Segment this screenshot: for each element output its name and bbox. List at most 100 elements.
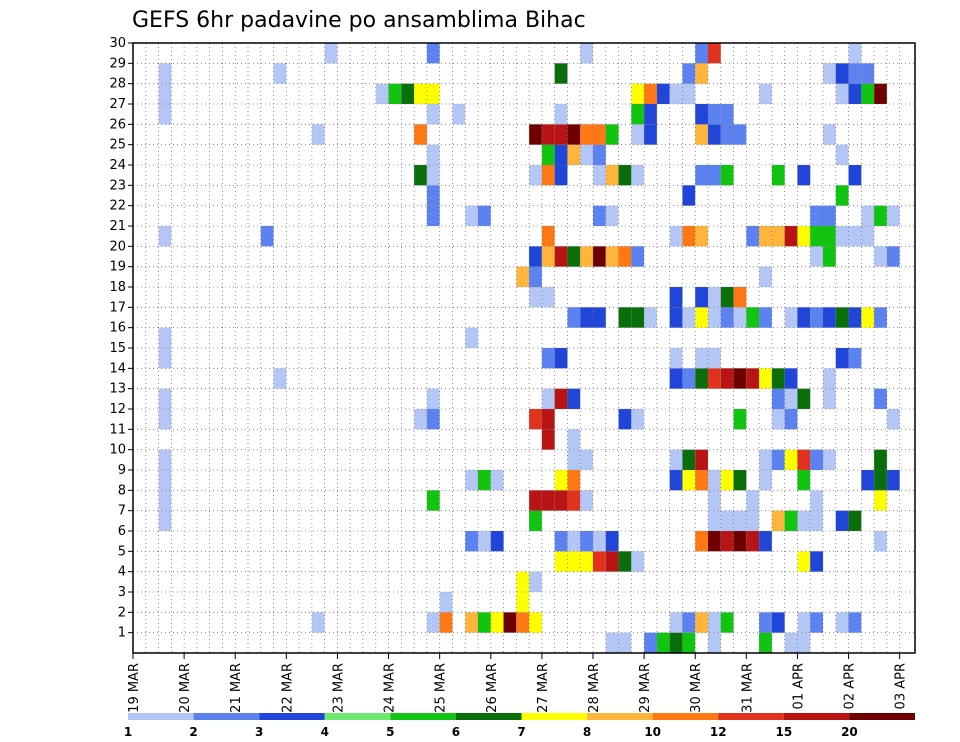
heatmap-cell [759,368,772,389]
colorbar-swatch [128,713,194,720]
heatmap-cell [605,165,619,186]
heatmap-cell [874,246,887,267]
heatmap-cell [158,490,172,511]
heatmap-cell [848,226,862,247]
heatmap-cell [478,470,491,491]
heatmap-cell [158,470,172,491]
heatmap-cell [835,612,849,633]
heatmap-cell [708,124,721,145]
heatmap-cell [886,409,900,430]
colorbar-swatch [259,713,325,720]
heatmap-cell [656,83,670,104]
heatmap-cell [478,205,491,226]
y-tick-label: 8 [118,483,126,498]
y-tick-label: 4 [118,565,126,580]
heatmap-cell [823,226,836,247]
heatmap-cell [605,551,619,572]
heatmap-cell [541,144,555,165]
heatmap-cell [708,165,721,186]
x-tick-label: 19 MAR [127,663,142,713]
heatmap-cell [861,307,875,328]
heatmap-cell [720,612,734,633]
heatmap-cell [733,307,747,328]
y-tick-label: 12 [109,402,126,417]
heatmap-cell [414,124,427,145]
heatmap-cell [682,612,696,633]
y-tick-label: 21 [109,219,126,234]
heatmap-cell [490,612,504,633]
colorbar-swatch [718,713,784,720]
heatmap-cell [720,531,734,552]
heatmap-cell [541,287,555,308]
heatmap-cell [861,470,875,491]
heatmap-cell [771,510,785,531]
y-tick-label: 16 [109,321,126,336]
heatmap-cell [682,470,696,491]
heatmap-cell [644,83,657,104]
colorbar-label: 10 [644,725,661,739]
heatmap-cell [644,104,657,125]
x-tick-label: 21 MAR [229,663,244,713]
heatmap-cell [554,63,568,84]
heatmap-cell [784,368,798,389]
heatmap-cell [695,612,708,633]
heatmap-cell [797,612,811,633]
colorbar-swatch [849,713,915,720]
y-tick-label: 13 [109,382,126,397]
heatmap-cell [465,327,478,348]
y-tick-label: 10 [109,443,126,458]
heatmap-cell [529,266,542,287]
heatmap-cells [158,43,900,653]
heatmap-cell [733,287,747,308]
heatmap-cell [708,43,721,64]
y-tick-label: 26 [109,117,126,132]
heatmap-cell [759,266,772,287]
heatmap-cell [746,226,760,247]
heatmap-cell [682,63,696,84]
heatmap-cell [478,612,491,633]
heatmap-cell [823,205,836,226]
heatmap-cell [720,287,734,308]
heatmap-cell [784,226,798,247]
heatmap-cell [426,388,440,409]
heatmap-cell [554,124,568,145]
heatmap-cell [426,490,440,511]
heatmap-cell [733,470,747,491]
x-tick-label: 22 MAR [280,663,295,713]
heatmap-cell [554,104,568,125]
heatmap-cell [593,551,606,572]
heatmap-cell [746,307,760,328]
heatmap-cell [580,144,593,165]
heatmap-cell [158,104,172,125]
heatmap-cell [631,165,645,186]
y-tick-label: 6 [118,524,126,539]
heatmap-cell [158,327,172,348]
heatmap-cell [861,205,875,226]
x-tick-label: 23 MAR [331,663,346,713]
y-tick-label: 24 [109,158,126,173]
heatmap-cell [529,490,542,511]
colorbar-swatch [455,713,522,720]
heatmap-cell [273,63,287,84]
heatmap-cell [695,348,708,369]
heatmap-cell [771,612,785,633]
heatmap-cell [567,449,581,470]
heatmap-cell [810,449,823,470]
heatmap-cell [886,470,900,491]
colorbar-label: 4 [321,725,329,739]
heatmap-cell [580,449,593,470]
heatmap-cell [158,510,172,531]
chart-title: GEFS 6hr padavine po ansamblima Bihac [132,8,586,33]
heatmap-cell [567,531,581,552]
heatmap-cell [823,449,836,470]
y-tick-label: 20 [109,239,126,254]
heatmap-cell [797,449,811,470]
heatmap-cell [797,632,811,653]
heatmap-cell [861,63,875,84]
colorbar-swatch [324,713,391,720]
colorbar-label: 12 [710,725,727,739]
heatmap-cell [414,165,427,186]
heatmap-cell [797,510,811,531]
x-axis: 19 MAR 20 MAR 21 MAR 22 MAR 23 MAR 24 MAR 25 M… [127,653,909,713]
heatmap-cell [452,104,466,125]
